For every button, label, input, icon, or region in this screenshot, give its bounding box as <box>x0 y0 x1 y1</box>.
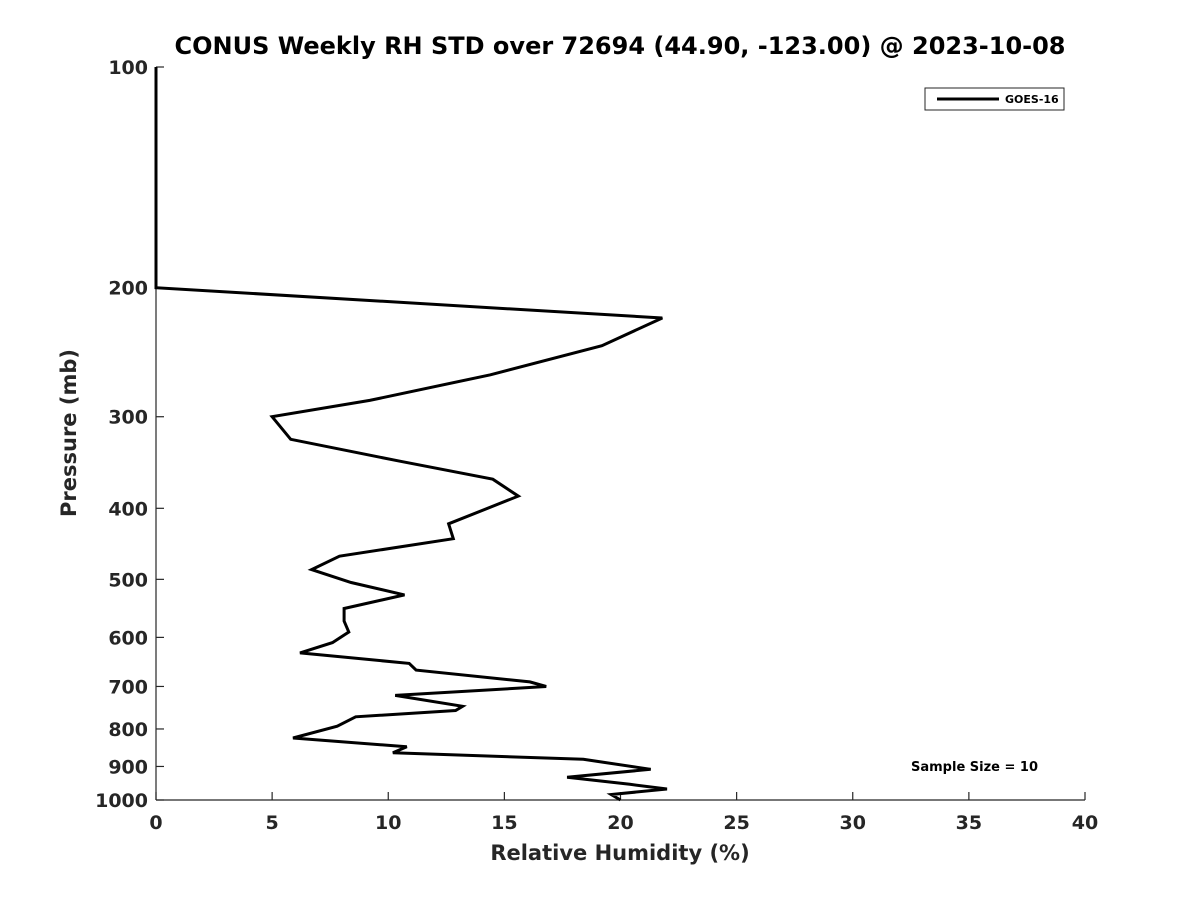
y-tick-label: 700 <box>108 676 148 698</box>
x-tick-label: 35 <box>956 812 982 834</box>
y-tick-label: 100 <box>108 57 148 79</box>
x-tick-label: 30 <box>840 812 866 834</box>
y-tick-label: 800 <box>108 719 148 741</box>
y-axis-label: Pressure (mb) <box>57 349 81 517</box>
y-tick-label: 600 <box>108 627 148 649</box>
x-tick-label: 15 <box>491 812 517 834</box>
series-layer <box>154 67 668 802</box>
series-line-goes-16 <box>154 67 668 802</box>
y-tick-label: 200 <box>108 278 148 300</box>
chart-title: CONUS Weekly RH STD over 72694 (44.90, -… <box>174 32 1065 60</box>
y-tick-label: 900 <box>108 756 148 778</box>
x-tick-label: 20 <box>607 812 633 834</box>
y-tick-label: 300 <box>108 407 148 429</box>
legend-label-goes-16: GOES-16 <box>1005 93 1059 106</box>
x-tick-label: 25 <box>723 812 749 834</box>
sample-size-annotation: Sample Size = 10 <box>911 760 1038 775</box>
plot-area <box>155 67 1085 801</box>
x-axis-ticks: 0 5 10 15 20 25 30 35 40 <box>149 792 1098 834</box>
legend: GOES-16 <box>924 87 1065 111</box>
x-axis-label: Relative Humidity (%) <box>490 841 749 865</box>
x-tick-label: 0 <box>149 812 162 834</box>
y-tick-label: 400 <box>108 498 148 520</box>
x-tick-label: 10 <box>375 812 401 834</box>
x-tick-label: 40 <box>1072 812 1098 834</box>
x-tick-label: 5 <box>266 812 279 834</box>
y-tick-label: 500 <box>108 569 148 591</box>
y-axis-ticks: 100 200 300 400 500 600 700 800 900 1000 <box>95 57 164 812</box>
y-tick-label: 1000 <box>95 790 148 812</box>
